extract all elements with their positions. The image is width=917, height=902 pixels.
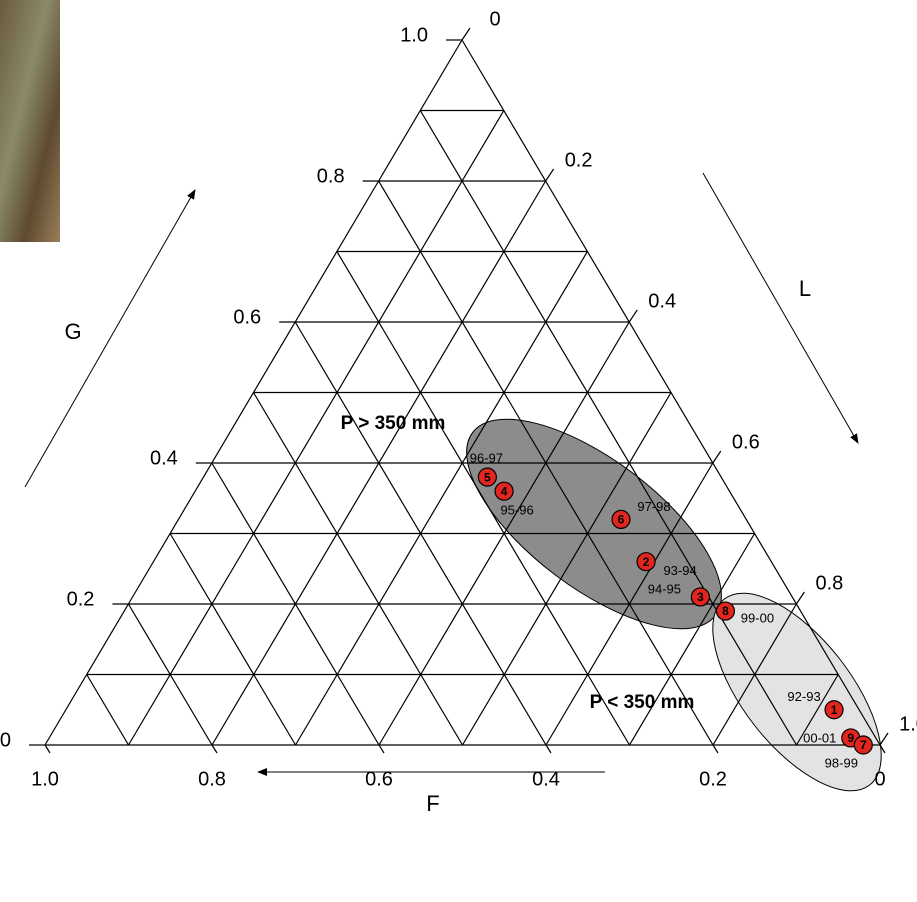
l-tick [880, 733, 888, 745]
chart: G L F P > 350 mm P < 350 mm 0 0.2 0.4 0.6 0.… [0, 0, 917, 902]
grid-line-f [87, 675, 129, 746]
period-label: 97-98 [637, 499, 670, 514]
l-tick [713, 451, 721, 463]
f-tick [45, 745, 50, 753]
f-tick [546, 745, 551, 753]
period-label: 93-94 [663, 563, 696, 578]
period-label: 98-99 [825, 755, 858, 770]
point-label: 5 [484, 470, 491, 484]
point-label: 2 [643, 555, 650, 569]
l-tick [796, 592, 804, 604]
point-label: 8 [722, 604, 729, 618]
annotation: P < 350 mm [590, 692, 695, 713]
l-axis-label: L [799, 276, 811, 301]
f-tick-label: 0.6 [365, 768, 393, 790]
point-label: 4 [501, 484, 508, 498]
period-label: 94-95 [648, 581, 681, 596]
l-tick [546, 169, 554, 181]
grid-line-f [170, 534, 295, 746]
f-tick-label: 0 [874, 768, 885, 790]
point-label: 6 [618, 513, 625, 527]
l-tick-label: 0.8 [815, 572, 843, 594]
f-tick [379, 745, 384, 753]
g-tick-label: 1.0 [400, 24, 428, 46]
l-tick-label: 0.2 [565, 149, 593, 171]
f-tick-label: 0.2 [699, 768, 727, 790]
g-axis-label: G [64, 319, 81, 344]
photo [0, 0, 60, 242]
point-label: 3 [697, 590, 704, 604]
l-tick-label: 1.0 [899, 713, 917, 735]
region-high [434, 381, 754, 666]
f-tick [713, 745, 718, 753]
grid-line-l [129, 111, 504, 746]
annotation: P > 350 mm [341, 413, 446, 434]
f-tick-label: 1.0 [31, 768, 59, 790]
l-tick-label: 0 [489, 8, 500, 30]
period-label: 95-96 [500, 503, 533, 518]
l-tick [462, 28, 470, 40]
f-tick-label: 0.4 [532, 768, 560, 790]
period-label: 96-97 [470, 451, 503, 466]
l-tick-label: 0.4 [648, 290, 676, 312]
grid-line-f [254, 393, 463, 746]
f-tick [212, 745, 217, 753]
l-tick [629, 310, 637, 322]
f-tick-label: 0.8 [198, 768, 226, 790]
period-label: 00-01 [803, 730, 836, 745]
point-label: 9 [847, 731, 854, 745]
g-tick-label: 0 [0, 729, 11, 751]
g-tick-label: 0.2 [67, 588, 95, 610]
l-tick-label: 0.6 [732, 431, 760, 453]
g-tick-label: 0.4 [150, 447, 178, 469]
g-tick-label: 0.8 [317, 165, 345, 187]
g-tick-label: 0.6 [233, 306, 261, 328]
point-label: 7 [860, 738, 867, 752]
period-label: 99-00 [741, 610, 774, 625]
period-label: 92-93 [787, 689, 820, 704]
l-arrow [703, 173, 858, 443]
f-axis-label: F [426, 791, 439, 816]
point-label: 1 [831, 703, 838, 717]
